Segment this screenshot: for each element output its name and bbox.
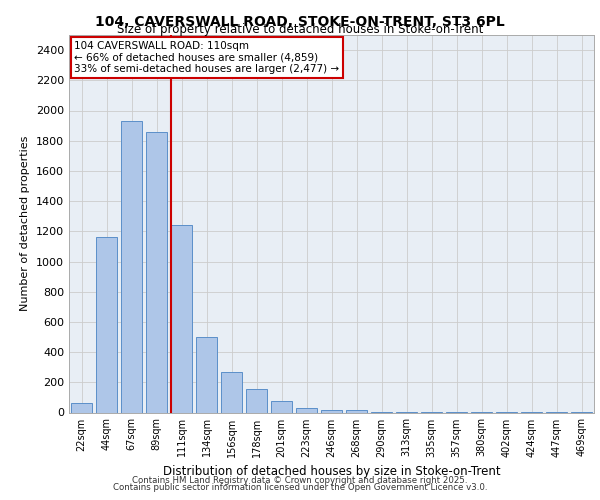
Bar xyxy=(196,337,217,412)
Y-axis label: Number of detached properties: Number of detached properties xyxy=(20,136,31,312)
Bar xyxy=(221,372,242,412)
Bar xyxy=(146,132,167,412)
Bar xyxy=(296,408,317,412)
Bar xyxy=(271,401,292,412)
Text: Contains public sector information licensed under the Open Government Licence v3: Contains public sector information licen… xyxy=(113,483,487,492)
Bar xyxy=(171,226,192,412)
Bar xyxy=(321,410,342,412)
Bar xyxy=(246,389,267,412)
Text: 104 CAVERSWALL ROAD: 110sqm
← 66% of detached houses are smaller (4,859)
33% of : 104 CAVERSWALL ROAD: 110sqm ← 66% of det… xyxy=(74,40,340,74)
Bar xyxy=(71,404,92,412)
Text: Contains HM Land Registry data © Crown copyright and database right 2025.: Contains HM Land Registry data © Crown c… xyxy=(132,476,468,485)
Bar xyxy=(96,238,117,412)
Bar xyxy=(346,410,367,412)
X-axis label: Distribution of detached houses by size in Stoke-on-Trent: Distribution of detached houses by size … xyxy=(163,465,500,478)
Text: Size of property relative to detached houses in Stoke-on-Trent: Size of property relative to detached ho… xyxy=(117,22,483,36)
Text: 104, CAVERSWALL ROAD, STOKE-ON-TRENT, ST3 6PL: 104, CAVERSWALL ROAD, STOKE-ON-TRENT, ST… xyxy=(95,15,505,29)
Bar xyxy=(121,121,142,412)
